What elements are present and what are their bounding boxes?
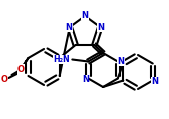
Text: O: O — [18, 64, 25, 74]
Text: N: N — [151, 77, 158, 86]
Text: N: N — [98, 23, 105, 32]
Text: H₂N: H₂N — [54, 55, 70, 64]
Text: N: N — [81, 10, 89, 20]
Text: N: N — [65, 23, 72, 32]
Text: N: N — [117, 57, 124, 66]
Text: N: N — [82, 75, 89, 84]
Text: O: O — [17, 65, 24, 74]
Text: O: O — [1, 74, 8, 84]
